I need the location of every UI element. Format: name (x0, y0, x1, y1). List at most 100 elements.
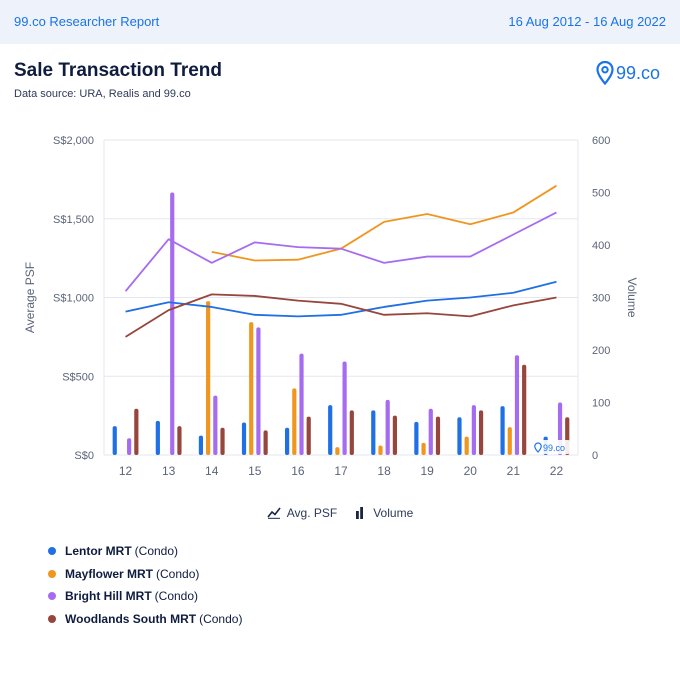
volume-bar (514, 355, 520, 455)
volume-bar (522, 364, 527, 455)
volume-bar (371, 410, 376, 455)
data-source-note: Data source: URA, Realis and 99.co (14, 88, 191, 100)
volume-bar (435, 416, 441, 455)
series-type: (Condo) (199, 611, 243, 626)
volume-bar (170, 192, 175, 455)
avg-psf-toggle[interactable]: Avg. PSF (267, 506, 337, 520)
x-tick-label: 16 (291, 464, 305, 478)
chart-title: Sale Transaction Trend (14, 60, 223, 81)
line-chart-icon (267, 507, 281, 519)
x-tick-label: 15 (248, 464, 262, 478)
series-name: Woodlands South MRT (65, 611, 197, 626)
location-pin-icon (596, 61, 614, 85)
volume-label: Volume (373, 506, 414, 520)
y-left-tick-label: S$2,000 (53, 135, 94, 147)
volume-bar (500, 406, 505, 455)
x-tick-label: 13 (162, 464, 176, 478)
sale-transaction-chart: S$0 S$500 S$1,000 S$1,500 S$2,000 0 100 200 300 4… (23, 135, 639, 478)
volume-bar (342, 361, 347, 455)
y-right-tick-label: 300 (592, 293, 610, 305)
volume-bar (328, 405, 333, 455)
volume-bar (127, 438, 132, 455)
volume-bar (507, 427, 512, 455)
volume-bar (198, 435, 204, 455)
y-left-tick-label: S$1,500 (53, 214, 94, 226)
avg-psf-label: Avg. PSF (286, 506, 338, 520)
y-right-tick-label: 600 (592, 135, 610, 147)
volume-bar (256, 327, 261, 455)
volume-bar (457, 417, 462, 455)
y-left-tick-label: S$1,000 (53, 293, 94, 305)
y-right-tick-label: 0 (592, 450, 598, 462)
series-name: Lentor MRT (65, 544, 132, 559)
y-left-axis-title: Average PSF (23, 262, 37, 333)
watermark-background (533, 440, 571, 454)
series-type: (Condo) (134, 544, 179, 559)
watermark-text: 99.co (543, 443, 565, 453)
volume-bar (428, 408, 433, 455)
series-color-dot (48, 569, 56, 578)
chart-watermark: 99.co (533, 440, 571, 454)
psf-line (124, 211, 557, 292)
psf-line (125, 293, 557, 338)
volume-bar (306, 416, 311, 455)
volume-bar (177, 426, 182, 455)
x-tick-label: 18 (377, 464, 391, 478)
volume-bar (385, 399, 390, 455)
x-tick-label: 12 (119, 464, 133, 478)
y-right-tick-label: 100 (592, 398, 610, 410)
volume-bar (471, 405, 476, 455)
volume-bar (134, 408, 139, 455)
volume-bar (249, 322, 254, 455)
psf-line (125, 280, 557, 318)
series-legend-item[interactable]: Lentor MRT (Condo) (48, 540, 242, 563)
volume-bar (414, 421, 419, 455)
brand-logo: 99.co (596, 60, 660, 86)
volume-bar (213, 395, 218, 455)
volume-bar (378, 445, 383, 455)
volume-bar (292, 388, 297, 455)
volume-bar (299, 353, 304, 455)
series-legend-item[interactable]: Bright Hill MRT (Condo) (48, 585, 242, 608)
volume-bar (464, 436, 469, 455)
y-right-tick-label: 400 (592, 240, 610, 252)
watermark-pin-icon (534, 442, 542, 453)
x-tick-label: 19 (421, 464, 435, 478)
bar-chart-icon (356, 507, 364, 519)
y-left-tick-label: S$500 (62, 371, 94, 383)
x-tick-label: 22 (550, 464, 564, 478)
volume-bar (285, 427, 290, 455)
volume-bar (478, 410, 484, 455)
x-tick-label: 14 (205, 464, 219, 478)
series-type: (Condo) (156, 566, 200, 581)
volume-bar (220, 427, 225, 455)
y-left-tick-label: S$0 (74, 450, 94, 462)
report-date-range: 16 Aug 2012 - 16 Aug 2022 (508, 14, 666, 29)
volume-bar (263, 430, 268, 455)
volume-bar (206, 301, 211, 455)
report-header-bar: 99.co Researcher Report 16 Aug 2012 - 16… (0, 0, 680, 44)
series-color-dot (48, 592, 56, 601)
volume-bar (112, 426, 117, 455)
x-tick-label: 20 (464, 464, 478, 478)
series-legend: Lentor MRT (Condo) Mayflower MRT (Condo)… (48, 540, 242, 630)
series-name: Bright Hill MRT (65, 589, 152, 604)
volume-bar (155, 420, 160, 455)
y-right-tick-label: 200 (592, 345, 610, 357)
psf-line (211, 184, 557, 262)
series-legend-item[interactable]: Mayflower MRT (Condo) (48, 563, 242, 586)
volume-bar (241, 422, 247, 455)
series-type: (Condo) (154, 589, 199, 604)
y-right-tick-label: 500 (592, 188, 610, 200)
series-legend-item[interactable]: Woodlands South MRT (Condo) (48, 608, 242, 631)
series-color-dot (48, 614, 56, 623)
x-tick-label: 21 (507, 464, 521, 478)
volume-bar (349, 410, 354, 455)
series-color-dot (48, 547, 56, 556)
report-brand-label: 99.co Researcher Report (14, 14, 160, 29)
volume-toggle[interactable]: Volume (355, 506, 413, 520)
brand-logo-text: 99.co (616, 62, 661, 83)
volume-bar (335, 447, 340, 455)
x-tick-label: 17 (334, 464, 348, 478)
chart-mode-legend: Avg. PSF Volume (0, 506, 680, 520)
